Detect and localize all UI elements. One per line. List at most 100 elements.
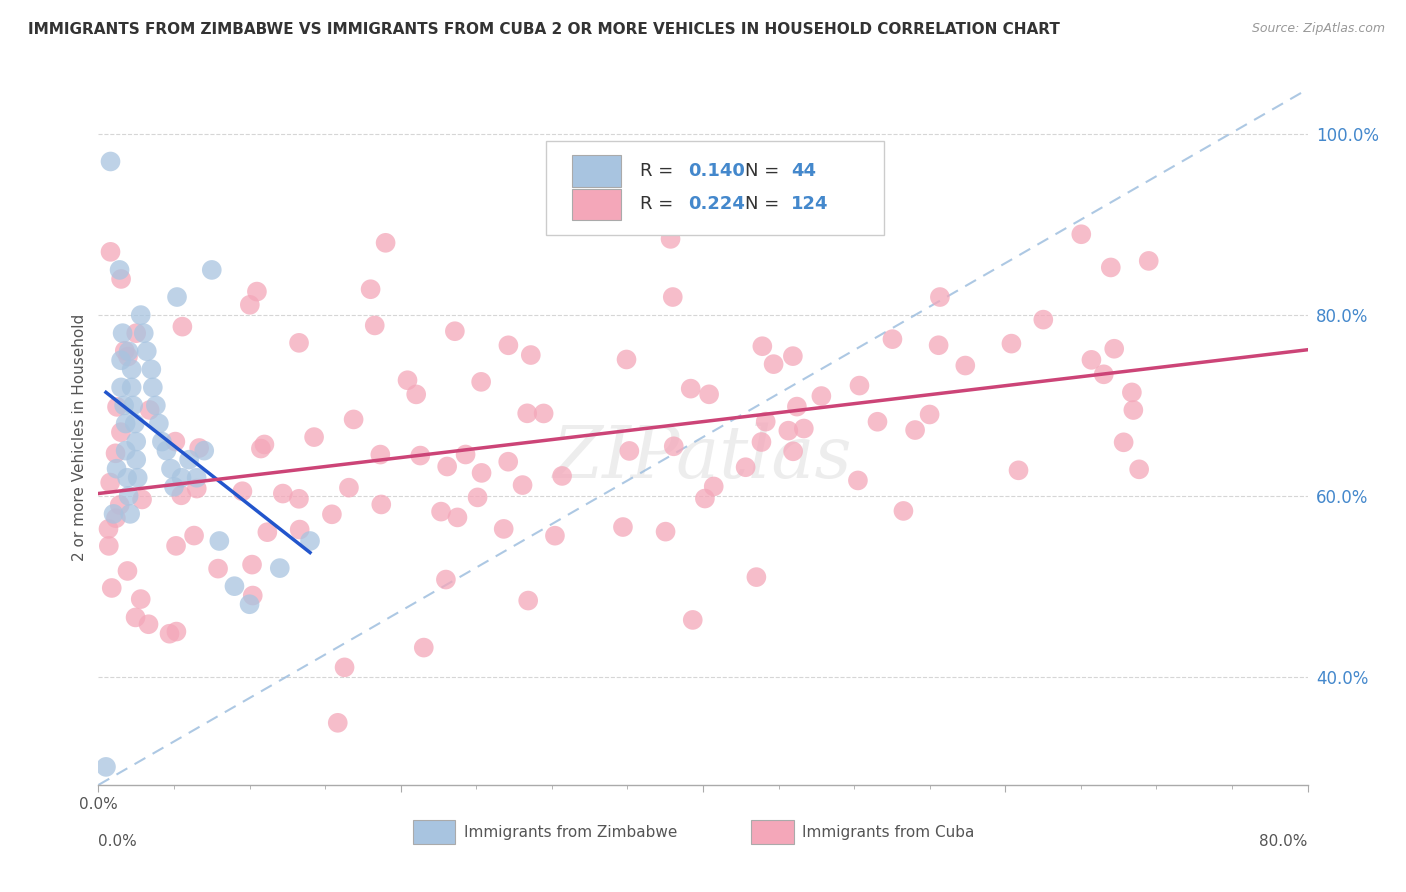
Point [231, 484, 253, 499]
FancyBboxPatch shape [413, 820, 456, 844]
Point [928, 290, 950, 304]
Point [337, 481, 360, 495]
Point [250, 442, 273, 456]
Point [793, 421, 815, 435]
Point [904, 423, 927, 437]
Point [100, 154, 122, 169]
Point [104, 446, 127, 460]
Point [955, 359, 977, 373]
Point [110, 425, 132, 439]
Point [434, 573, 457, 587]
Point [124, 610, 146, 624]
Point [110, 272, 132, 286]
Point [141, 362, 163, 376]
Point [240, 558, 263, 572]
Point [124, 417, 146, 431]
Point [127, 471, 149, 485]
Point [1102, 342, 1125, 356]
Point [299, 533, 322, 548]
Point [654, 524, 676, 539]
Point [129, 308, 152, 322]
Point [242, 589, 264, 603]
Point [1032, 312, 1054, 326]
Text: 0.140: 0.140 [689, 161, 745, 179]
Point [170, 488, 193, 502]
Point [520, 348, 543, 362]
Point [110, 353, 132, 368]
Point [108, 498, 131, 512]
Text: Immigrants from Cuba: Immigrants from Cuba [803, 825, 974, 839]
Point [516, 406, 538, 420]
Point [125, 434, 148, 449]
Point [893, 504, 915, 518]
Point [512, 478, 534, 492]
Point [734, 460, 756, 475]
Point [782, 349, 804, 363]
Point [810, 389, 832, 403]
Point [118, 344, 141, 359]
Point [97, 522, 120, 536]
Point [188, 441, 211, 455]
Point [117, 350, 139, 364]
Text: 0.224: 0.224 [689, 195, 745, 213]
Point [360, 282, 382, 296]
Point [179, 452, 201, 467]
Y-axis label: 2 or more Vehicles in Household: 2 or more Vehicles in Household [72, 313, 87, 561]
Point [454, 448, 477, 462]
Point [135, 344, 157, 359]
Point [163, 480, 186, 494]
Point [679, 382, 702, 396]
Point [396, 373, 419, 387]
Point [370, 448, 392, 462]
Point [846, 474, 869, 488]
Point [288, 523, 311, 537]
Point [551, 469, 574, 483]
Point [159, 626, 181, 640]
Point [496, 455, 519, 469]
Point [662, 439, 685, 453]
Point [374, 235, 396, 250]
Text: IMMIGRANTS FROM ZIMBABWE VS IMMIGRANTS FROM CUBA 2 OR MORE VEHICLES IN HOUSEHOLD: IMMIGRANTS FROM ZIMBABWE VS IMMIGRANTS F… [28, 22, 1060, 37]
Text: N =: N = [745, 161, 786, 179]
Text: N =: N = [745, 195, 786, 213]
Point [122, 399, 145, 413]
Point [370, 498, 392, 512]
Point [166, 290, 188, 304]
Point [172, 319, 194, 334]
Point [108, 263, 131, 277]
Point [342, 412, 364, 426]
Point [762, 357, 785, 371]
Point [131, 492, 153, 507]
Point [253, 437, 276, 451]
Point [117, 564, 139, 578]
Point [882, 332, 904, 346]
Point [288, 335, 311, 350]
Point [1112, 435, 1135, 450]
Point [412, 640, 434, 655]
Point [517, 593, 540, 607]
Point [145, 399, 167, 413]
Point [1121, 385, 1143, 400]
Point [114, 443, 136, 458]
Point [751, 339, 773, 353]
Point [269, 561, 291, 575]
Point [751, 435, 773, 450]
Point [471, 466, 494, 480]
Point [201, 263, 224, 277]
Point [436, 459, 458, 474]
Point [100, 581, 122, 595]
Point [132, 326, 155, 341]
Point [165, 624, 187, 639]
Point [1099, 260, 1122, 275]
Text: Source: ZipAtlas.com: Source: ZipAtlas.com [1251, 22, 1385, 36]
Point [114, 417, 136, 431]
Point [165, 539, 187, 553]
Point [165, 434, 187, 449]
Point [138, 403, 160, 417]
Point [1070, 227, 1092, 242]
Point [239, 298, 262, 312]
Point [138, 617, 160, 632]
Point [98, 475, 121, 490]
Point [148, 417, 170, 431]
Point [239, 597, 262, 611]
